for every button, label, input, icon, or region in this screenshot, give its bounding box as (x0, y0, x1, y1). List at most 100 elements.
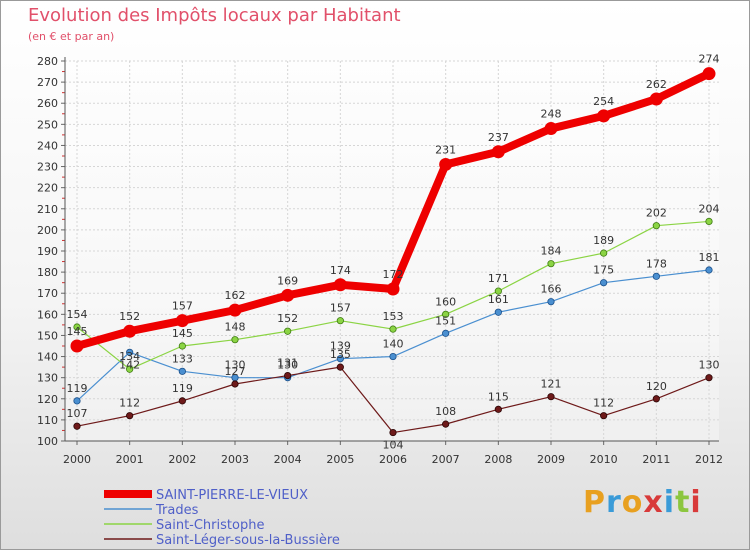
proxiti-logo: Proxiti (583, 485, 702, 520)
data-label: 237 (488, 131, 509, 144)
data-label: 130 (277, 359, 298, 372)
data-point (73, 397, 81, 405)
y-tick-label: 280 (37, 55, 58, 68)
x-tick-label: 2006 (379, 453, 407, 466)
x-tick-label: 2012 (695, 453, 723, 466)
y-tick-label: 210 (37, 203, 58, 216)
data-point (336, 317, 344, 325)
data-label: 135 (330, 348, 351, 361)
logo-letter: o (621, 485, 644, 520)
y-tick-label: 150 (37, 329, 58, 342)
data-point (442, 329, 450, 337)
y-tick-label: 180 (37, 266, 58, 279)
x-tick-label: 2009 (537, 453, 565, 466)
logo-letter: x (643, 485, 664, 520)
y-tick-label: 170 (37, 287, 58, 300)
data-point (333, 278, 347, 292)
data-point (389, 352, 397, 361)
data-label: 120 (646, 380, 667, 393)
data-label: 184 (541, 245, 562, 258)
legend-label: Trades (155, 503, 199, 518)
y-tick-label: 110 (37, 414, 58, 427)
x-tick-label: 2007 (432, 453, 460, 466)
data-label: 107 (67, 407, 88, 420)
y-tick-label: 120 (37, 393, 58, 406)
data-point (126, 348, 134, 356)
data-point (652, 272, 660, 280)
x-tick-label: 2008 (484, 453, 512, 466)
data-point (126, 412, 134, 420)
data-point (600, 412, 608, 420)
data-point (231, 380, 239, 388)
data-point (281, 288, 295, 302)
data-label: 127 (225, 365, 246, 378)
data-label: 154 (67, 308, 88, 321)
data-label: 121 (541, 378, 562, 391)
data-label: 161 (488, 293, 509, 306)
data-label: 140 (383, 338, 404, 351)
data-label-layer: 145 152 157 162 169 174 172 231 237 248 254 262 274 1… (67, 53, 720, 452)
data-point (547, 298, 555, 306)
data-label: 139 (330, 340, 351, 353)
data-label: 254 (593, 95, 614, 108)
data-label: 119 (172, 382, 193, 395)
data-point (389, 428, 397, 437)
data-label: 130 (699, 359, 720, 372)
data-label: 119 (67, 382, 88, 395)
data-point (652, 222, 660, 230)
data-label: 171 (488, 272, 509, 285)
data-point (178, 397, 186, 405)
data-point (389, 325, 397, 333)
data-point (491, 145, 505, 159)
chart-title: Evolution des Impôts locaux par Habitant (28, 5, 401, 26)
data-label: 231 (435, 143, 456, 156)
data-point (284, 371, 292, 380)
data-label: 145 (172, 327, 193, 340)
data-point (705, 374, 713, 382)
legend: SAINT-PIERRE-LE-VIEUXTradesSaint-Christo… (104, 488, 340, 548)
x-tick-label: 2001 (116, 453, 144, 466)
data-label: 181 (699, 251, 720, 264)
legend-label: Saint-Christophe (156, 518, 264, 533)
data-point (336, 355, 344, 363)
data-label: 157 (172, 300, 193, 313)
data-point (123, 324, 137, 338)
data-label: 134 (119, 350, 140, 363)
data-point (705, 266, 713, 274)
data-point (494, 308, 502, 316)
axis-layer: 100 110 120 130 140 150 160 170 180 190 200 210 220 2… (37, 55, 723, 466)
data-label: 248 (541, 108, 562, 121)
data-point (547, 260, 555, 268)
data-point (439, 157, 453, 171)
chart-subtitle: (en € et par an) (28, 30, 115, 43)
data-point (73, 323, 81, 331)
data-point (652, 395, 660, 403)
data-label: 262 (646, 78, 667, 91)
data-label: 162 (225, 289, 246, 302)
data-label: 160 (435, 295, 456, 308)
data-label: 145 (67, 325, 88, 338)
data-label: 178 (646, 257, 667, 270)
data-point (442, 420, 450, 428)
grid-layer (65, 60, 719, 442)
data-point (442, 310, 450, 318)
data-label: 169 (277, 274, 298, 287)
x-tick-label: 2010 (590, 453, 618, 466)
data-label: 142 (119, 358, 140, 371)
data-label: 112 (119, 397, 140, 410)
data-label: 274 (699, 53, 720, 66)
y-tick-label: 160 (37, 308, 58, 321)
y-tick-label: 200 (37, 224, 58, 237)
logo-letter: i (690, 485, 702, 520)
data-label: 172 (383, 268, 404, 281)
y-tick-label: 190 (37, 245, 58, 258)
data-label: 112 (593, 397, 614, 410)
logo-letter: t (675, 485, 691, 520)
data-label: 166 (541, 283, 562, 296)
data-point (649, 92, 663, 106)
data-point (178, 342, 186, 350)
data-label: 151 (435, 314, 456, 327)
data-label: 174 (330, 264, 351, 277)
data-label: 131 (277, 357, 298, 370)
